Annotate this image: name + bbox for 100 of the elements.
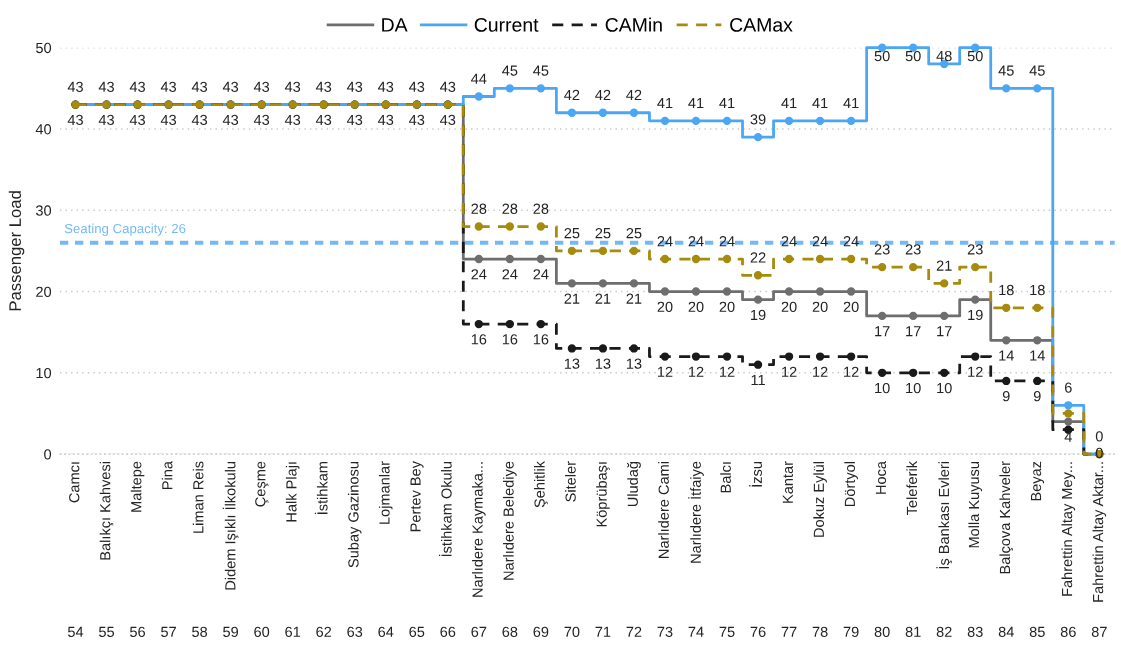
x-tick-label: Maltepe (130, 461, 145, 512)
data-label: 45 (1029, 65, 1045, 76)
x-tick-label: Balçova Kahveler (999, 461, 1014, 574)
x-tick-label: Lojmanlar (378, 461, 393, 524)
data-label: 17 (906, 326, 921, 337)
data-label: 43 (315, 114, 332, 126)
text: 74 (688, 626, 704, 637)
data-label: 43 (284, 114, 301, 126)
x-tick-label: İş Bankası Evleri (936, 462, 953, 569)
text: 55 (98, 626, 115, 638)
x-tick-label: Didem Işıklı İlkokulu (222, 461, 239, 590)
x-tick-label: Balcı (720, 462, 731, 493)
x-tick-label: Narlıdere Cami (658, 462, 669, 558)
data-label: 43 (222, 114, 239, 126)
x-tick-label: İstihkam (314, 461, 328, 514)
text: 69 (533, 626, 549, 638)
text: 84 (998, 626, 1014, 638)
data-label: 21 (595, 293, 611, 304)
data-label: 10 (906, 382, 921, 394)
text: 67 (471, 626, 487, 638)
data-label: 42 (626, 89, 642, 100)
text: 83 (967, 626, 983, 638)
data-label: 43 (440, 81, 456, 93)
text: 75 (719, 626, 735, 638)
data-label: 24 (502, 269, 518, 280)
y-axis-title: Passenger Load (8, 191, 25, 311)
x-tick-label: Fahrettin Altay Aktar... (1092, 462, 1107, 602)
text: 68 (502, 626, 518, 638)
data-label: 43 (222, 81, 239, 93)
text: 64 (378, 626, 394, 638)
x-tick-label: Dörtyol (844, 462, 858, 507)
data-label: 23 (967, 244, 983, 255)
data-label: 9 (1033, 391, 1041, 402)
data-label: 23 (905, 244, 921, 255)
data-label: 19 (968, 309, 983, 321)
data-label: 12 (688, 366, 704, 377)
legend-label: DA (382, 18, 408, 32)
legend-label: Current (474, 18, 539, 32)
data-label: 20 (657, 301, 673, 312)
data-label: 24 (688, 236, 704, 247)
data-label: 28 (533, 203, 549, 214)
data-label: 20 (719, 301, 735, 312)
data-label: 41 (657, 98, 673, 109)
text: 71 (595, 626, 611, 637)
y-tick-label: 20 (36, 286, 52, 297)
x-tick-label: Çeşme (255, 461, 269, 507)
data-label: 17 (875, 326, 890, 337)
data-label: 43 (191, 114, 208, 126)
legend-label: CAMin (605, 17, 662, 32)
text: 79 (843, 626, 859, 638)
data-label: 12 (720, 366, 735, 377)
data-label: 43 (191, 81, 208, 93)
data-label: 42 (564, 89, 580, 100)
text: 73 (657, 626, 673, 638)
data-label: 43 (129, 114, 146, 126)
data-label: 43 (253, 114, 270, 126)
x-tick-label: Pertev Bey (410, 461, 424, 532)
text: 70 (564, 626, 580, 638)
data-label: 43 (440, 114, 456, 126)
data-label: 20 (843, 301, 859, 312)
data-label: 42 (595, 89, 611, 100)
x-tick-label: Subay Gazinosu (347, 461, 362, 568)
text: 63 (347, 626, 363, 638)
text: 85 (1029, 626, 1045, 638)
text: 78 (812, 626, 828, 638)
data-label: 44 (471, 73, 487, 84)
data-label: 24 (812, 236, 828, 247)
data-label: 43 (253, 81, 270, 93)
x-tick-label: Narlıdere Kaymaka... (472, 462, 486, 597)
x-tick-label: İzsu (749, 461, 762, 487)
x-tick-label: Uludağ (627, 461, 641, 507)
text: 80 (874, 626, 890, 638)
data-label: 28 (471, 203, 487, 214)
x-tick-label: Camcı (69, 462, 80, 503)
data-label: 45 (502, 65, 518, 76)
data-label: 0 (1095, 447, 1103, 458)
y-tick-label: 0 (44, 449, 52, 460)
data-label: 21 (936, 260, 952, 271)
data-label: 43 (408, 81, 425, 93)
data-label: 4 (1064, 431, 1072, 442)
data-label: 12 (844, 366, 859, 377)
x-tick-label: Liman Reis (192, 461, 204, 533)
x-tick-label: Köprübaşı (596, 462, 610, 527)
data-label: 24 (719, 236, 735, 247)
data-label: 43 (377, 114, 394, 126)
data-label: 43 (346, 114, 363, 126)
data-label: 18 (1030, 284, 1045, 296)
data-label: 43 (160, 81, 177, 93)
data-label: 21 (564, 293, 580, 304)
data-label: 12 (657, 366, 673, 377)
text: 62 (316, 626, 332, 638)
y-tick-label: 30 (35, 205, 52, 216)
data-label: 41 (812, 98, 828, 109)
data-label: 43 (98, 114, 114, 126)
data-label: 24 (533, 269, 549, 280)
data-label: 14 (1030, 350, 1045, 361)
data-label: 43 (129, 81, 146, 93)
data-label: 9 (1002, 391, 1010, 402)
text: 66 (440, 626, 456, 638)
x-tick-label: Pina (161, 461, 173, 490)
